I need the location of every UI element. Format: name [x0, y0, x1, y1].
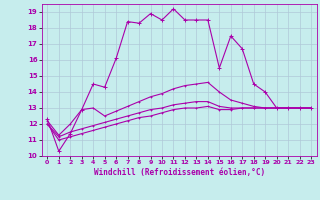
X-axis label: Windchill (Refroidissement éolien,°C): Windchill (Refroidissement éolien,°C)	[94, 168, 265, 177]
